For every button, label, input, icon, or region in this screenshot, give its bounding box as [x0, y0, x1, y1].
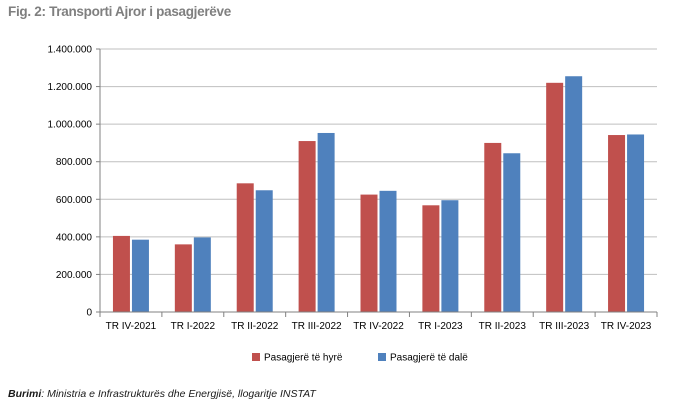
y-tick-label: 200.000 — [56, 270, 93, 281]
y-axis-tick-labels: 0 200.000 400.000 600.000 800.000 1.000.000 1.… — [48, 45, 93, 319]
bar — [503, 153, 521, 312]
legend-swatch — [252, 353, 260, 361]
x-tick-label: TR IV-2022 — [353, 321, 404, 332]
x-axis-tick-labels: TR IV-2021 TR I-2022 TR II-2022 TR III-2022… — [106, 321, 652, 332]
bar — [236, 183, 254, 312]
bar — [608, 135, 626, 312]
y-tick-label: 1.200.000 — [48, 82, 93, 93]
x-tick-label: TR IV-2023 — [601, 321, 652, 332]
source-note: Burimi: Ministria e Infrastrukturës dhe … — [8, 388, 316, 400]
axes — [96, 48, 658, 317]
source-label: Burimi — [8, 388, 42, 400]
bar — [627, 134, 645, 312]
bar — [298, 141, 316, 312]
legend-swatch — [378, 353, 386, 361]
y-tick-label: 0 — [86, 308, 92, 319]
bar — [422, 205, 440, 312]
bar-chart: 0 200.000 400.000 600.000 800.000 1.000.000 1.… — [48, 45, 658, 364]
bar — [484, 142, 502, 312]
x-tick-label: TR I-2023 — [418, 321, 463, 332]
bar — [379, 190, 397, 312]
bar — [131, 239, 149, 312]
bar — [255, 190, 273, 312]
source-text: : Ministria e Infrastrukturës dhe Energj… — [41, 388, 316, 400]
x-tick-label: TR I-2022 — [171, 321, 216, 332]
bar — [317, 132, 335, 312]
bars — [112, 76, 645, 312]
legend-label: Pasagjerë të dalë — [390, 353, 468, 364]
x-tick-label: TR II-2022 — [231, 321, 279, 332]
legend: Pasagjerë të hyrë Pasagjerë të dalë — [252, 353, 468, 364]
bar — [441, 200, 459, 312]
bar — [546, 82, 564, 312]
y-tick-label: 600.000 — [56, 195, 93, 206]
x-tick-label: TR III-2023 — [539, 321, 589, 332]
x-tick-label: TR IV-2021 — [106, 321, 157, 332]
y-tick-label: 1.400.000 — [48, 45, 93, 56]
bar — [174, 244, 192, 312]
bar — [360, 194, 378, 312]
bar — [112, 235, 130, 312]
y-tick-label: 400.000 — [56, 232, 93, 243]
bar — [193, 237, 211, 312]
y-tick-label: 1.000.000 — [48, 120, 93, 131]
x-tick-label: TR II-2023 — [479, 321, 527, 332]
gridlines — [100, 48, 657, 275]
y-tick-label: 800.000 — [56, 157, 93, 168]
bar — [565, 76, 583, 312]
legend-label: Pasagjerë të hyrë — [264, 353, 343, 364]
figure-title: Fig. 2: Transporti Ajror i pasagjerëve — [8, 4, 231, 19]
x-tick-label: TR III-2022 — [292, 321, 342, 332]
